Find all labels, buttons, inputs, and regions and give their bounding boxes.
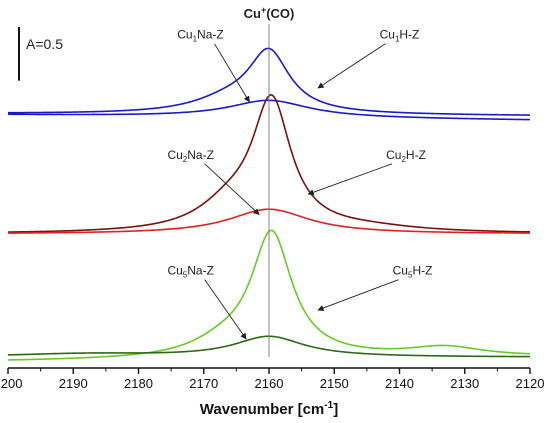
x-tick-label-2150: 2150	[320, 376, 349, 391]
x-tick-label-2140: 2140	[385, 376, 414, 391]
annotation-label-cu1na-z: Cu1Na-Z	[177, 28, 223, 44]
annotation-arrow-cu1na-z	[214, 43, 250, 103]
annotation-label-cu2h-z: Cu2H-Z	[386, 148, 426, 164]
annotation-label-cu5h-z: Cu5H-Z	[393, 264, 433, 280]
x-axis-title: Wavenumber [cm-1]	[200, 400, 338, 418]
annotation-arrow-cu1h-z	[317, 43, 386, 89]
reference-line-label: Cu+(CO)	[244, 5, 295, 21]
x-tick-label-2160: 2160	[255, 376, 284, 391]
x-tick-label-2190: 2190	[59, 376, 88, 391]
x-tick-label-2120: 2120	[516, 376, 545, 391]
annotation-label-cu2na-z: Cu2Na-Z	[167, 148, 213, 164]
annotation-arrow-cu2h-z	[307, 163, 393, 196]
annotation-arrow-cu5h-z	[317, 279, 399, 312]
x-tick-label-2180: 2180	[124, 376, 153, 391]
x-tick-label-2130: 2130	[450, 376, 479, 391]
annotation-label-cu5na-z: Cu5Na-Z	[167, 264, 213, 280]
overlay-group: Cu+(CO) A=0.5 Cu1Na-Z Cu1H-Z Cu2Na-Z Cu2H-Z Cu…	[0, 5, 544, 418]
annotation-arrow-cu2na-z	[204, 163, 260, 216]
x-tick-label-2200: 2200	[0, 376, 22, 391]
scale-bar-label: A=0.5	[26, 36, 63, 52]
annotation-label-cu1h-z: Cu1H-Z	[380, 28, 420, 44]
x-tick-label-2170: 2170	[189, 376, 218, 391]
annotation-arrow-cu5na-z	[204, 279, 247, 340]
